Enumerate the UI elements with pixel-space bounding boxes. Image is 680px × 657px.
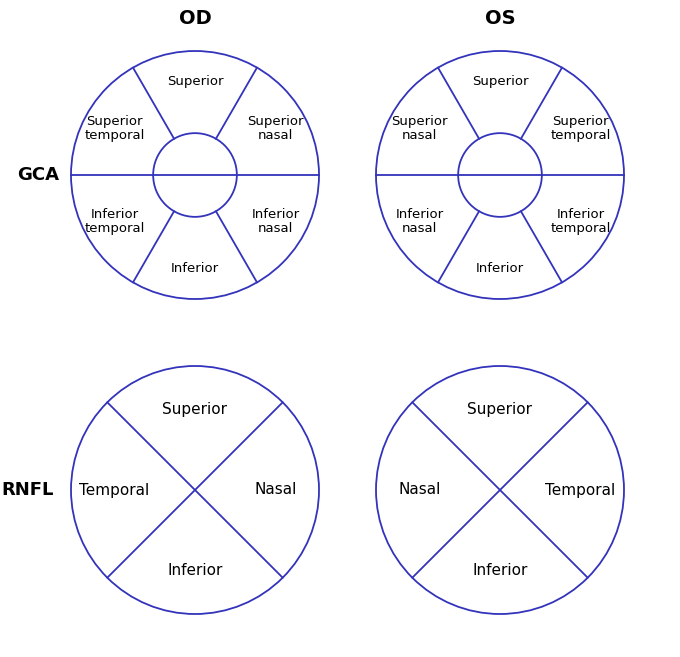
Text: Superior
temporal: Superior temporal	[84, 115, 145, 142]
Text: Inferior: Inferior	[171, 261, 219, 275]
Text: Inferior: Inferior	[167, 563, 222, 578]
Text: Nasal: Nasal	[254, 482, 296, 497]
Text: Superior
nasal: Superior nasal	[248, 115, 304, 142]
Text: Superior: Superior	[167, 76, 223, 89]
Text: RNFL: RNFL	[2, 481, 54, 499]
Text: Temporal: Temporal	[545, 482, 615, 497]
Text: Superior: Superior	[467, 402, 532, 417]
Text: GCA: GCA	[17, 166, 59, 184]
Text: Inferior
temporal: Inferior temporal	[84, 208, 145, 235]
Text: Superior: Superior	[163, 402, 228, 417]
Text: Inferior
nasal: Inferior nasal	[252, 208, 300, 235]
Text: Nasal: Nasal	[398, 482, 441, 497]
Text: Superior
nasal: Superior nasal	[391, 115, 447, 142]
Text: Inferior
temporal: Inferior temporal	[550, 208, 611, 235]
Text: Inferior
nasal: Inferior nasal	[395, 208, 443, 235]
Text: Superior: Superior	[472, 76, 528, 89]
Text: Temporal: Temporal	[80, 482, 150, 497]
Text: OS: OS	[485, 9, 515, 28]
Text: Inferior: Inferior	[473, 563, 528, 578]
Text: Inferior: Inferior	[476, 261, 524, 275]
Text: Superior
temporal: Superior temporal	[550, 115, 611, 142]
Text: OD: OD	[179, 9, 211, 28]
